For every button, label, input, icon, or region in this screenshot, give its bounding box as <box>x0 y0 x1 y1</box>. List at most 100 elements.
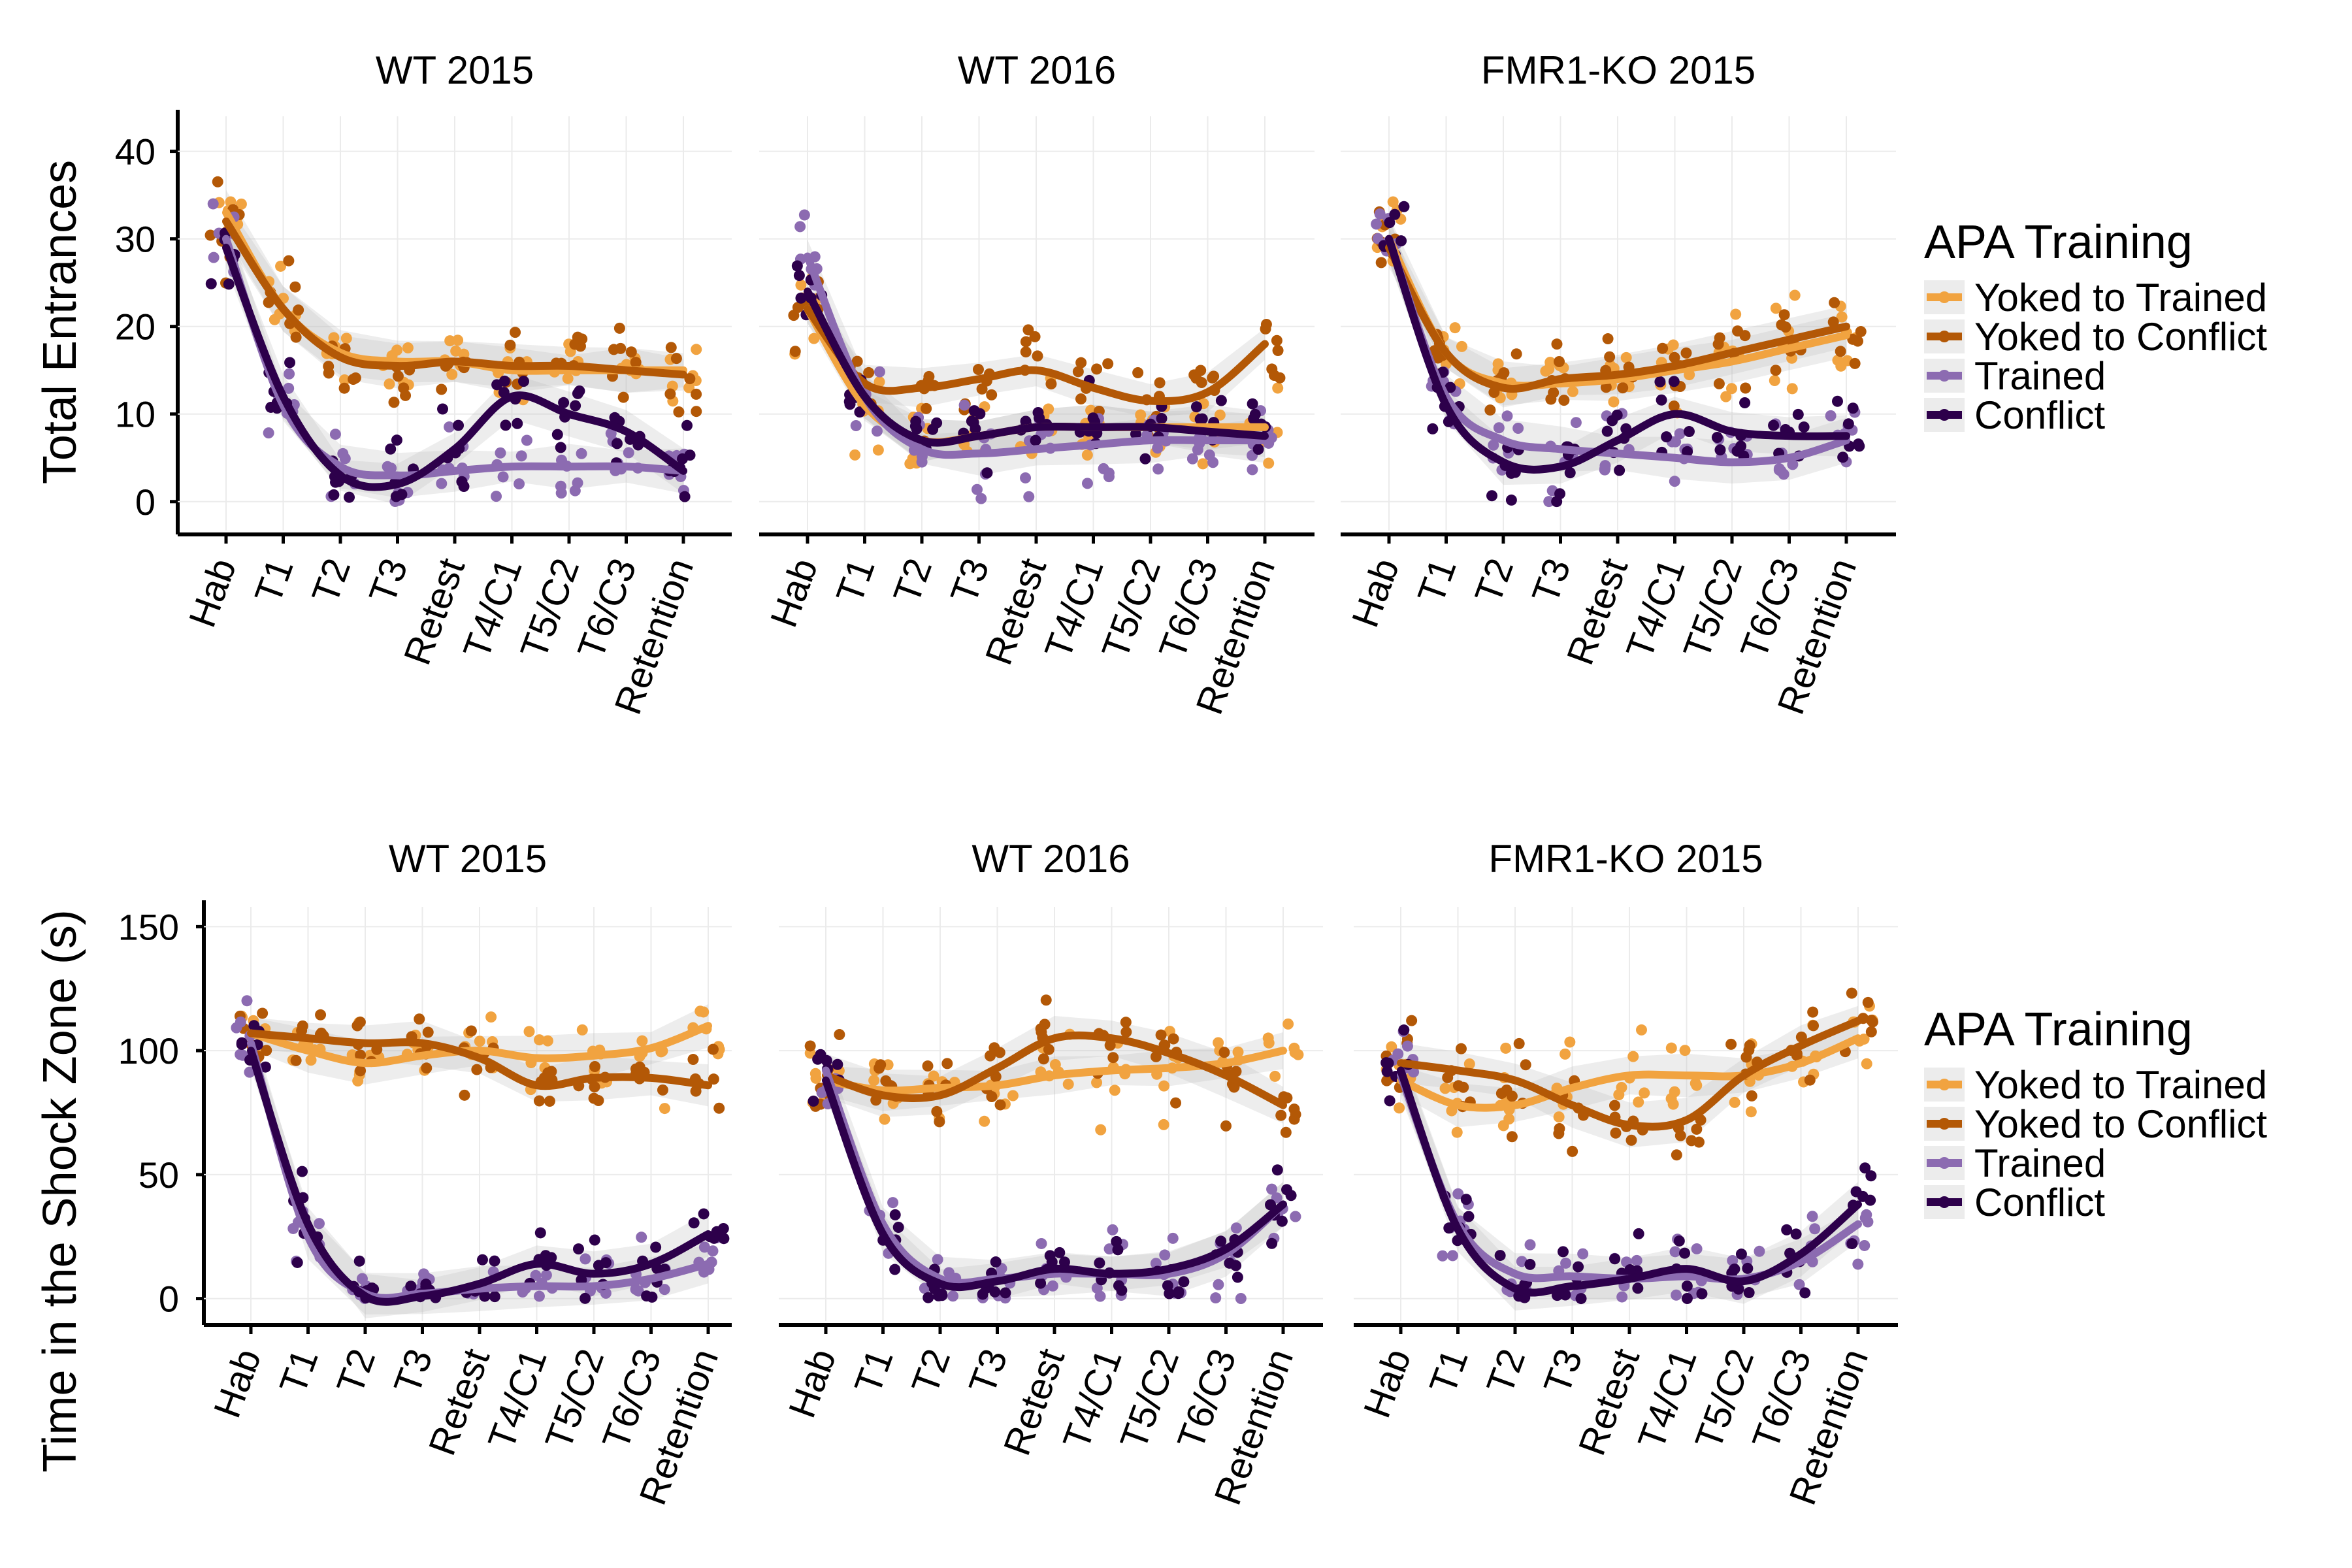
data-point-yoked-to-trained <box>1567 385 1578 397</box>
data-point-yoked-to-trained <box>1725 383 1737 395</box>
data-point-yoked-to-trained <box>269 314 280 325</box>
row-0-y-tick-label: 30 <box>115 219 155 260</box>
data-point-conflict <box>1792 408 1804 420</box>
data-point-yoked-to-conflict <box>392 370 404 382</box>
data-point-trained <box>287 1222 299 1234</box>
data-point-conflict <box>1679 1247 1691 1259</box>
data-point-yoked-to-conflict <box>613 322 625 334</box>
data-point-trained <box>1371 218 1382 230</box>
x-tick-label: Hab <box>206 1343 269 1423</box>
x-tick-label: Hab <box>1356 1343 1419 1423</box>
confidence-band-trained <box>808 240 1265 476</box>
data-point-conflict <box>1682 446 1693 457</box>
panel-title: WT 2015 <box>376 48 534 92</box>
data-point-conflict <box>1614 465 1625 476</box>
data-point-trained <box>515 450 527 462</box>
data-point-trained <box>887 1197 899 1209</box>
x-tick-label: T2 <box>1467 553 1522 609</box>
trend-line-conflict <box>1385 235 1850 474</box>
data-point-yoked-to-trained <box>1081 449 1093 461</box>
data-point-conflict <box>517 376 529 387</box>
data-point-yoked-to-trained <box>1730 308 1742 320</box>
data-point-yoked-to-trained <box>1043 403 1054 415</box>
x-tick-label: T1 <box>246 553 301 609</box>
data-point-conflict <box>1398 1024 1410 1036</box>
data-point-trained <box>1266 1183 1278 1195</box>
legend-label: Trained <box>1974 354 2106 398</box>
data-point-yoked-to-trained <box>1497 1120 1509 1132</box>
data-point-trained <box>533 1290 545 1302</box>
data-point-yoked-to-conflict <box>1746 1090 1757 1102</box>
data-point-conflict <box>574 385 585 397</box>
data-point-conflict <box>1215 1235 1227 1247</box>
data-point-yoked-to-conflict <box>504 339 516 351</box>
trend-line-yoked-to-conflict <box>1385 244 1850 393</box>
data-point-conflict <box>405 1281 417 1292</box>
data-point-conflict <box>1116 1284 1128 1296</box>
data-point-trained <box>1186 453 1198 465</box>
data-point-yoked-to-trained <box>849 449 861 461</box>
row-1-y-tick-label: 50 <box>139 1154 179 1196</box>
data-point-conflict <box>1739 397 1751 408</box>
data-point-yoked-to-trained <box>874 376 885 387</box>
data-point-yoked-to-trained <box>808 333 820 344</box>
data-point-trained <box>263 427 274 439</box>
data-point-conflict <box>1094 1257 1105 1269</box>
data-point-trained <box>1787 459 1799 470</box>
data-point-trained <box>1599 460 1611 472</box>
data-point-conflict <box>1196 413 1208 425</box>
data-point-yoked-to-trained <box>795 279 807 291</box>
panel-title: WT 2016 <box>972 837 1130 881</box>
data-point-yoked-to-trained <box>1835 360 1847 372</box>
data-point-yoked-to-conflict <box>544 1096 555 1107</box>
data-point-yoked-to-conflict <box>1037 1053 1049 1065</box>
data-point-conflict <box>534 1227 546 1239</box>
data-point-yoked-to-conflict <box>351 1020 363 1032</box>
data-point-yoked-to-trained <box>485 1011 497 1023</box>
grid-lines <box>178 116 732 531</box>
data-point-yoked-to-conflict <box>421 1062 433 1074</box>
data-point-trained <box>1577 1248 1589 1260</box>
data-point-trained <box>600 1287 612 1299</box>
data-point-conflict <box>688 1217 700 1229</box>
data-point-yoked-to-conflict <box>1739 330 1751 342</box>
data-point-yoked-to-conflict <box>1770 365 1782 376</box>
data-point-yoked-to-conflict <box>293 304 304 316</box>
data-point-conflict <box>1557 1246 1569 1258</box>
data-point-conflict <box>1396 235 1407 247</box>
data-point-yoked-to-conflict <box>608 344 620 355</box>
data-point-yoked-to-trained <box>384 378 395 390</box>
data-point-yoked-to-trained <box>1861 1058 1872 1070</box>
data-point-yoked-to-conflict <box>212 176 223 188</box>
data-point-trained <box>1081 478 1093 489</box>
data-point-yoked-to-conflict <box>257 1007 269 1019</box>
data-point-yoked-to-conflict <box>921 402 932 414</box>
data-point-trained <box>1806 1211 1818 1222</box>
data-point-conflict <box>650 1241 662 1253</box>
data-point-conflict <box>1054 1247 1066 1258</box>
data-point-conflict <box>1486 490 1497 502</box>
data-point-yoked-to-conflict <box>1375 257 1387 269</box>
data-point-yoked-to-trained <box>328 332 340 344</box>
data-point-conflict <box>1633 1228 1644 1239</box>
data-point-yoked-to-conflict <box>348 374 359 385</box>
data-point-conflict <box>791 260 803 272</box>
data-point-yoked-to-conflict <box>1602 333 1614 345</box>
data-point-trained <box>569 485 581 497</box>
data-point-yoked-to-trained <box>1263 1037 1275 1049</box>
data-point-yoked-to-conflict <box>204 229 216 241</box>
legend-key-point-yoked-to-conflict <box>1938 331 1950 342</box>
data-point-conflict <box>1661 431 1673 443</box>
data-point-conflict <box>453 419 465 431</box>
x-tick-label: T1 <box>846 1343 901 1399</box>
data-point-yoked-to-conflict <box>593 1095 604 1107</box>
data-point-yoked-to-conflict <box>1040 994 1052 1006</box>
data-point-yoked-to-conflict <box>422 1026 434 1038</box>
data-point-yoked-to-trained <box>1679 1045 1691 1056</box>
data-point-conflict <box>353 1255 365 1267</box>
data-point-yoked-to-trained <box>1665 1042 1677 1054</box>
data-point-conflict <box>611 438 623 449</box>
data-point-conflict <box>476 1254 488 1266</box>
